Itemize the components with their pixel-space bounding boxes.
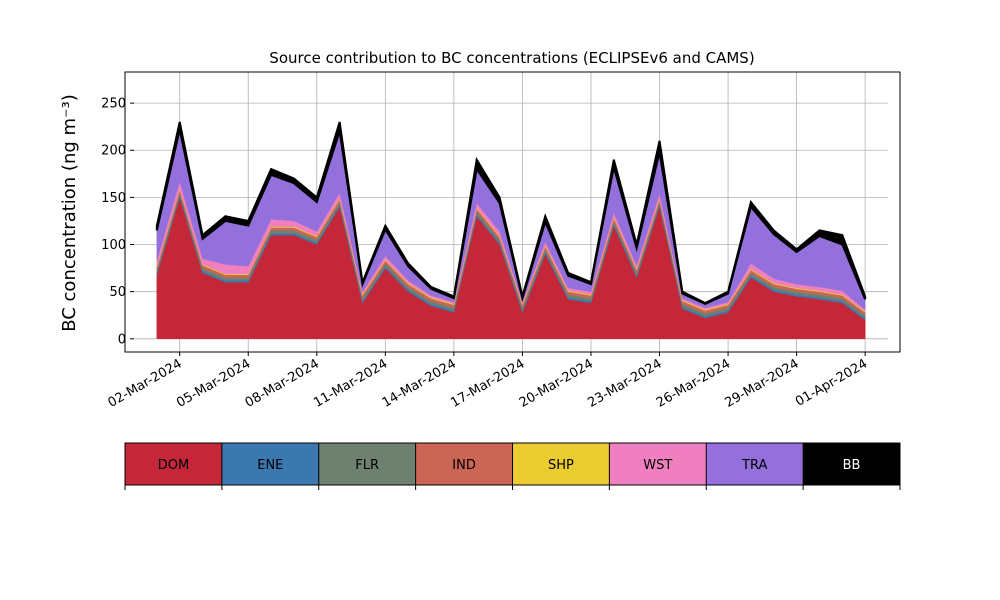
legend-label: IND [452, 458, 476, 473]
y-tick-label: 200 [101, 144, 126, 159]
legend-label: WST [643, 458, 672, 473]
legend-label: ENE [257, 458, 283, 473]
y-tick-label: 150 [101, 191, 126, 206]
plot-frame [124, 71, 901, 353]
x-tick-label: 17-Mar-2024 [448, 356, 527, 410]
area [155, 121, 867, 306]
legend-frame [124, 442, 901, 486]
x-tick-label: 14-Mar-2024 [380, 356, 459, 410]
legend-label: BB [843, 458, 861, 473]
legend-label: DOM [158, 458, 189, 473]
y-tick-label: 50 [109, 285, 126, 300]
x-tick-label: 01-Apr-2024 [793, 356, 870, 409]
legend-swatch [318, 443, 416, 485]
y-axis-label: BC concentration (ng m⁻³) [59, 94, 80, 332]
legend-label: FLR [355, 458, 379, 473]
x-tick-label: 29-Mar-2024 [722, 356, 801, 410]
legend-swatch [415, 443, 513, 485]
chart-title: Source contribution to BC concentrations… [269, 49, 754, 67]
x-tick-label: 02-Mar-2024 [106, 356, 185, 410]
x-tick-label: 26-Mar-2024 [654, 356, 733, 410]
legend-label: SHP [548, 458, 574, 473]
legend-swatch [221, 443, 319, 485]
x-tick-label: 11-Mar-2024 [311, 356, 390, 410]
legend-swatch [512, 443, 610, 485]
x-tick-label: 08-Mar-2024 [243, 356, 322, 410]
y-tick-label: 100 [101, 238, 126, 253]
y-tick-label: 0 [118, 332, 126, 347]
legend-swatch [803, 443, 900, 485]
legend-label: TRA [741, 458, 767, 473]
legend-swatch [609, 443, 707, 485]
legend-swatch [125, 443, 222, 485]
x-tick-label: 20-Mar-2024 [517, 356, 596, 410]
y-tick-label: 250 [101, 97, 126, 112]
x-tick-label: 05-Mar-2024 [174, 356, 253, 410]
legend-swatch [706, 443, 804, 485]
x-tick-label: 23-Mar-2024 [585, 356, 664, 410]
